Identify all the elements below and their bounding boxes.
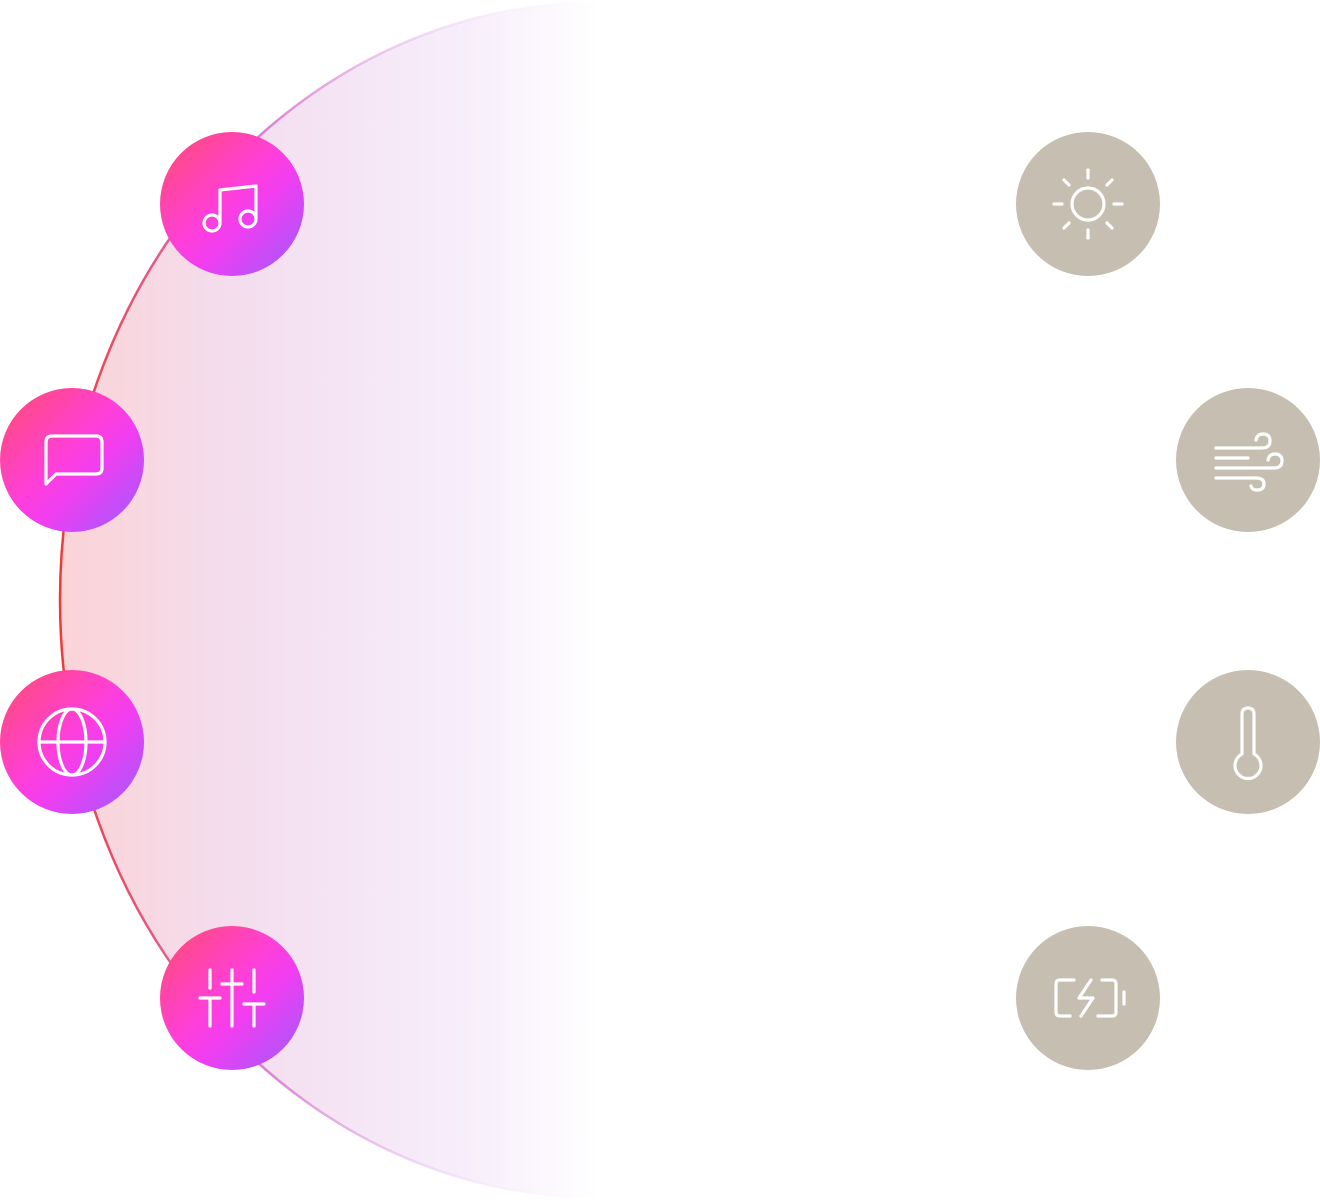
messages-button[interactable] [0, 388, 144, 532]
sliders-icon [198, 968, 266, 1028]
music-button[interactable] [160, 132, 304, 276]
thermometer-icon [1233, 706, 1263, 781]
globe-icon [37, 707, 107, 777]
fan-button[interactable] [1176, 388, 1320, 532]
battery-button[interactable] [1016, 926, 1160, 1070]
chat-bubble-icon [44, 434, 104, 486]
music-note-icon [202, 184, 258, 233]
battery-charging-icon [1054, 978, 1126, 1018]
sun-icon [1052, 168, 1124, 240]
wind-icon [1214, 432, 1284, 492]
globe-button[interactable] [0, 670, 144, 814]
temperature-button[interactable] [1176, 670, 1320, 814]
brightness-button[interactable] [1016, 132, 1160, 276]
settings-sliders-button[interactable] [160, 926, 304, 1070]
